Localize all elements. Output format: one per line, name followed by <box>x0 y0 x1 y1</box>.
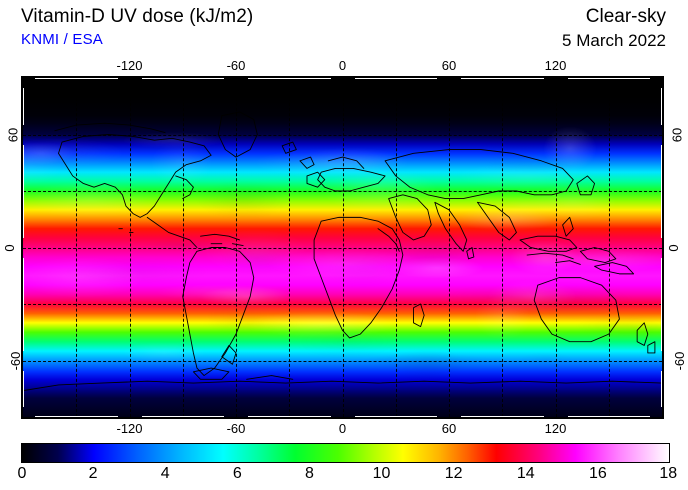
axis-tick-right <box>661 257 662 351</box>
date-label: 5 March 2022 <box>562 31 666 50</box>
longitude-tick-label: 120 <box>544 58 567 73</box>
longitude-tick-label: 60 <box>441 58 457 73</box>
colorbar-tick-label: 10 <box>372 465 391 482</box>
longitude-tick-label: 60 <box>441 421 457 436</box>
colorbar-tick-label: 14 <box>516 465 535 482</box>
attribution-label: KNMI / ESA <box>21 31 104 48</box>
colorbar-tick-label: 0 <box>17 465 27 482</box>
gridline-parallel <box>23 360 662 362</box>
colorbar-tick-label: 6 <box>232 465 242 482</box>
latitude-tick-label: 60 <box>669 127 685 142</box>
axis-tick-top <box>567 78 650 79</box>
axis-tick-left <box>23 88 24 125</box>
latitude-tick-label: 60 <box>5 127 21 142</box>
axis-tick-bottom <box>461 416 544 417</box>
axis-tick-top <box>248 78 331 79</box>
colorbar-tick-label: 16 <box>588 465 607 482</box>
figure-header: Vitamin-D UV dose (kJ/m2) KNMI / ESA Cle… <box>0 0 688 60</box>
gridline-parallel <box>23 191 662 192</box>
axis-tick-bottom <box>567 416 650 417</box>
latitude-tick-label: -60 <box>7 351 23 370</box>
page-title: Vitamin-D UV dose (kJ/m2) <box>21 6 254 27</box>
axis-tick-top <box>141 78 224 79</box>
longitude-tick-label: 120 <box>544 421 567 436</box>
axis-tick-top <box>354 78 437 79</box>
latitude-tick-label: 0 <box>666 243 682 252</box>
colorbar: 0 2 4 6 8 10 12 14 16 18 <box>17 443 677 488</box>
longitude-tick-label: -120 <box>116 58 143 73</box>
axis-tick-right <box>661 88 662 125</box>
latitude-tick-label: -60 <box>671 351 687 370</box>
longitude-tick-label: 0 <box>338 421 347 436</box>
longitude-tick-label: -120 <box>116 421 143 436</box>
latitude-tick-label: 0 <box>2 243 18 252</box>
map-panel <box>21 76 664 419</box>
longitude-tick-label: 0 <box>338 58 347 73</box>
axis-tick-left <box>23 257 24 351</box>
colorbar-tick-label: 4 <box>160 465 170 482</box>
axis-tick-right <box>661 370 662 407</box>
colorbar-tick-label: 8 <box>304 465 314 482</box>
axis-tick-bottom <box>248 416 331 417</box>
axis-tick-left <box>23 370 24 407</box>
colorbar-gradient <box>21 443 670 463</box>
colorbar-tick-label: 18 <box>659 465 678 482</box>
longitude-tick-label: -60 <box>226 58 246 73</box>
axis-tick-bottom <box>35 416 118 417</box>
axis-tick-bottom <box>141 416 224 417</box>
gridline-parallel <box>23 134 662 136</box>
colorbar-tick-label: 12 <box>444 465 463 482</box>
axis-tick-bottom <box>354 416 437 417</box>
colorbar-tick-label: 2 <box>88 465 98 482</box>
axis-tick-left <box>23 144 24 238</box>
axis-tick-top <box>461 78 544 79</box>
condition-label: Clear-sky <box>585 6 666 27</box>
graticule <box>23 78 662 417</box>
gridline-parallel <box>23 247 662 249</box>
gridline-parallel <box>23 304 662 305</box>
map-frame <box>21 76 664 419</box>
map-canvas <box>23 78 662 417</box>
longitude-tick-label: -60 <box>226 421 246 436</box>
axis-tick-top <box>35 78 118 79</box>
axis-tick-right <box>661 144 662 238</box>
